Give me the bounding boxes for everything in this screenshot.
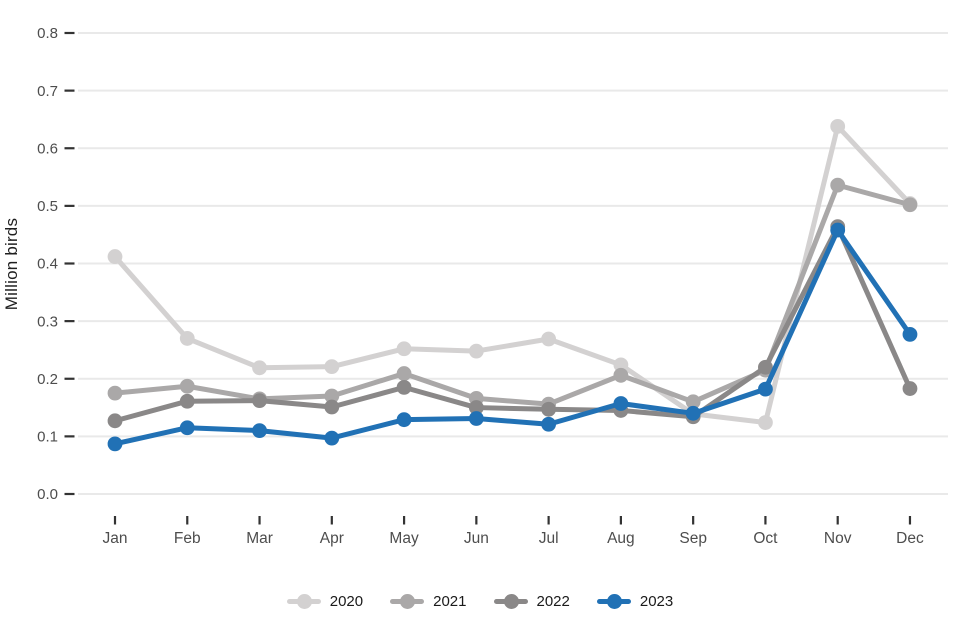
y-tick-label: 0.6 <box>37 140 58 157</box>
y-tick-label: 0.5 <box>37 198 58 215</box>
x-tick-label: Dec <box>896 530 924 547</box>
legend: 2020 2021 2022 2023 <box>0 586 960 616</box>
data-point-2022-Oct <box>758 359 773 375</box>
data-point-2021-Sep <box>685 394 701 410</box>
data-point-2021-May <box>396 366 412 381</box>
data-point-2023-Sep <box>685 405 701 421</box>
series-2020 <box>107 118 918 430</box>
y-tick-label: 0.0 <box>37 486 58 503</box>
data-point-2020-May <box>396 341 412 357</box>
y-tick-label: 0.8 <box>37 25 58 42</box>
data-point-2023-Aug <box>613 396 629 411</box>
legend-label-2021: 2021 <box>433 592 467 610</box>
data-point-2020-Jul <box>541 331 557 347</box>
legend-key-2020-line-dot-icon <box>286 593 321 609</box>
legend-item-2023: 2023 <box>596 592 674 610</box>
x-tick-label: Oct <box>753 530 778 547</box>
data-point-2020-Jun <box>468 343 484 359</box>
x-tick-label: Jun <box>464 530 489 547</box>
legend-item-2021: 2021 <box>390 592 467 610</box>
data-point-2021-Apr <box>324 388 340 404</box>
data-point-2023-Oct <box>758 381 773 397</box>
data-point-2023-Jan <box>107 436 123 452</box>
y-tick-label: 0.1 <box>37 429 58 446</box>
data-point-2022-Jul <box>541 401 557 417</box>
data-point-2022-Jan <box>107 413 123 429</box>
data-point-2023-Mar <box>252 423 267 439</box>
data-point-2022-May <box>396 379 412 395</box>
data-point-2021-Aug <box>613 367 629 383</box>
data-point-2022-Apr <box>324 399 340 415</box>
data-point-2022-Dec <box>902 381 918 396</box>
x-tick-label: Nov <box>824 530 852 547</box>
data-point-2022-Jun <box>468 400 484 415</box>
legend-label-2023: 2023 <box>639 592 674 610</box>
data-point-2020-Apr <box>324 359 340 375</box>
y-axis-ticks: 0.0 0.1 0.2 0.3 0.4 0.5 0.6 0.7 0.8 <box>37 25 75 503</box>
x-tick-label: Sep <box>679 530 707 547</box>
legend-key-2021-line-dot-icon <box>390 593 425 609</box>
series-2021 <box>107 177 918 412</box>
x-tick-label: Aug <box>607 530 635 547</box>
data-point-2023-Dec <box>902 326 918 342</box>
data-point-2021-Nov <box>830 177 846 193</box>
data-point-2020-Nov <box>830 118 846 134</box>
x-tick-label: Jul <box>539 530 559 547</box>
data-point-2023-Apr <box>324 430 340 446</box>
x-tick-label: Mar <box>246 530 273 547</box>
x-tick-label: Apr <box>320 530 344 547</box>
data-point-2023-May <box>396 412 412 428</box>
data-point-2021-Jan <box>107 385 123 401</box>
legend-key-2022-line-dot-icon <box>493 593 528 609</box>
legend-label-2020: 2020 <box>329 592 364 610</box>
data-point-2020-Jan <box>107 249 123 264</box>
data-point-2023-Jul <box>541 416 557 432</box>
plot-area: 0.0 0.1 0.2 0.3 0.4 0.5 0.6 0.7 0.8 Jan Feb Mar Apr M… <box>37 25 948 547</box>
x-tick-label: May <box>389 530 419 547</box>
data-point-2023-Jun <box>468 411 484 426</box>
data-point-2023-Nov <box>830 222 846 238</box>
y-tick-label: 0.7 <box>37 83 58 100</box>
legend-label-2022: 2022 <box>536 592 570 610</box>
y-tick-label: 0.2 <box>37 371 58 388</box>
legend-item-2022: 2022 <box>493 592 570 610</box>
legend-item-2020: 2020 <box>286 592 364 610</box>
data-point-2020-Mar <box>252 360 267 376</box>
data-point-2021-Dec <box>902 197 918 213</box>
x-axis-ticks: Jan Feb Mar Apr May Jun Jul Aug Sep Oct Nov Dec <box>103 516 924 547</box>
data-point-2020-Oct <box>758 415 773 430</box>
y-tick-label: 0.4 <box>37 256 58 273</box>
data-point-2022-Mar <box>252 393 267 409</box>
data-point-2022-Feb <box>179 393 195 409</box>
data-point-2020-Aug <box>613 357 629 373</box>
data-point-2020-Feb <box>179 331 195 346</box>
y-tick-label: 0.3 <box>37 313 58 330</box>
data-point-2021-Feb <box>179 378 195 394</box>
x-tick-label: Jan <box>103 530 128 547</box>
x-tick-label: Feb <box>174 530 201 547</box>
gridlines <box>78 32 948 495</box>
series-2023 <box>107 222 918 452</box>
data-point-2023-Feb <box>179 420 195 436</box>
legend-key-2023-line-dot-icon <box>596 593 631 609</box>
